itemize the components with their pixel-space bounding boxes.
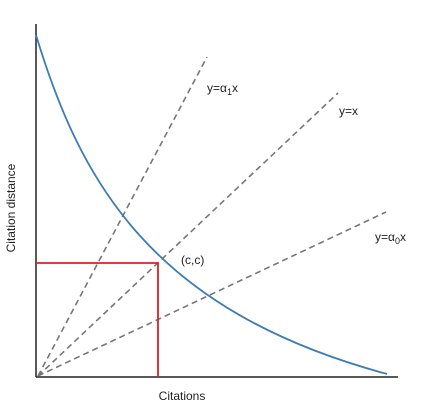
line-alpha0-label: y=α0x bbox=[375, 230, 406, 246]
line-alpha1 bbox=[37, 56, 208, 377]
y-axis-label: Citation distance bbox=[4, 163, 18, 252]
line-identity-label: y=x bbox=[339, 104, 358, 118]
citation-curve bbox=[35, 34, 388, 375]
line-alpha0 bbox=[37, 211, 387, 377]
point-label: (c,c) bbox=[181, 253, 204, 267]
x-axis-label: Citations bbox=[159, 389, 206, 403]
line-alpha1-label: y=α1x bbox=[207, 81, 238, 97]
line-identity bbox=[37, 92, 339, 377]
